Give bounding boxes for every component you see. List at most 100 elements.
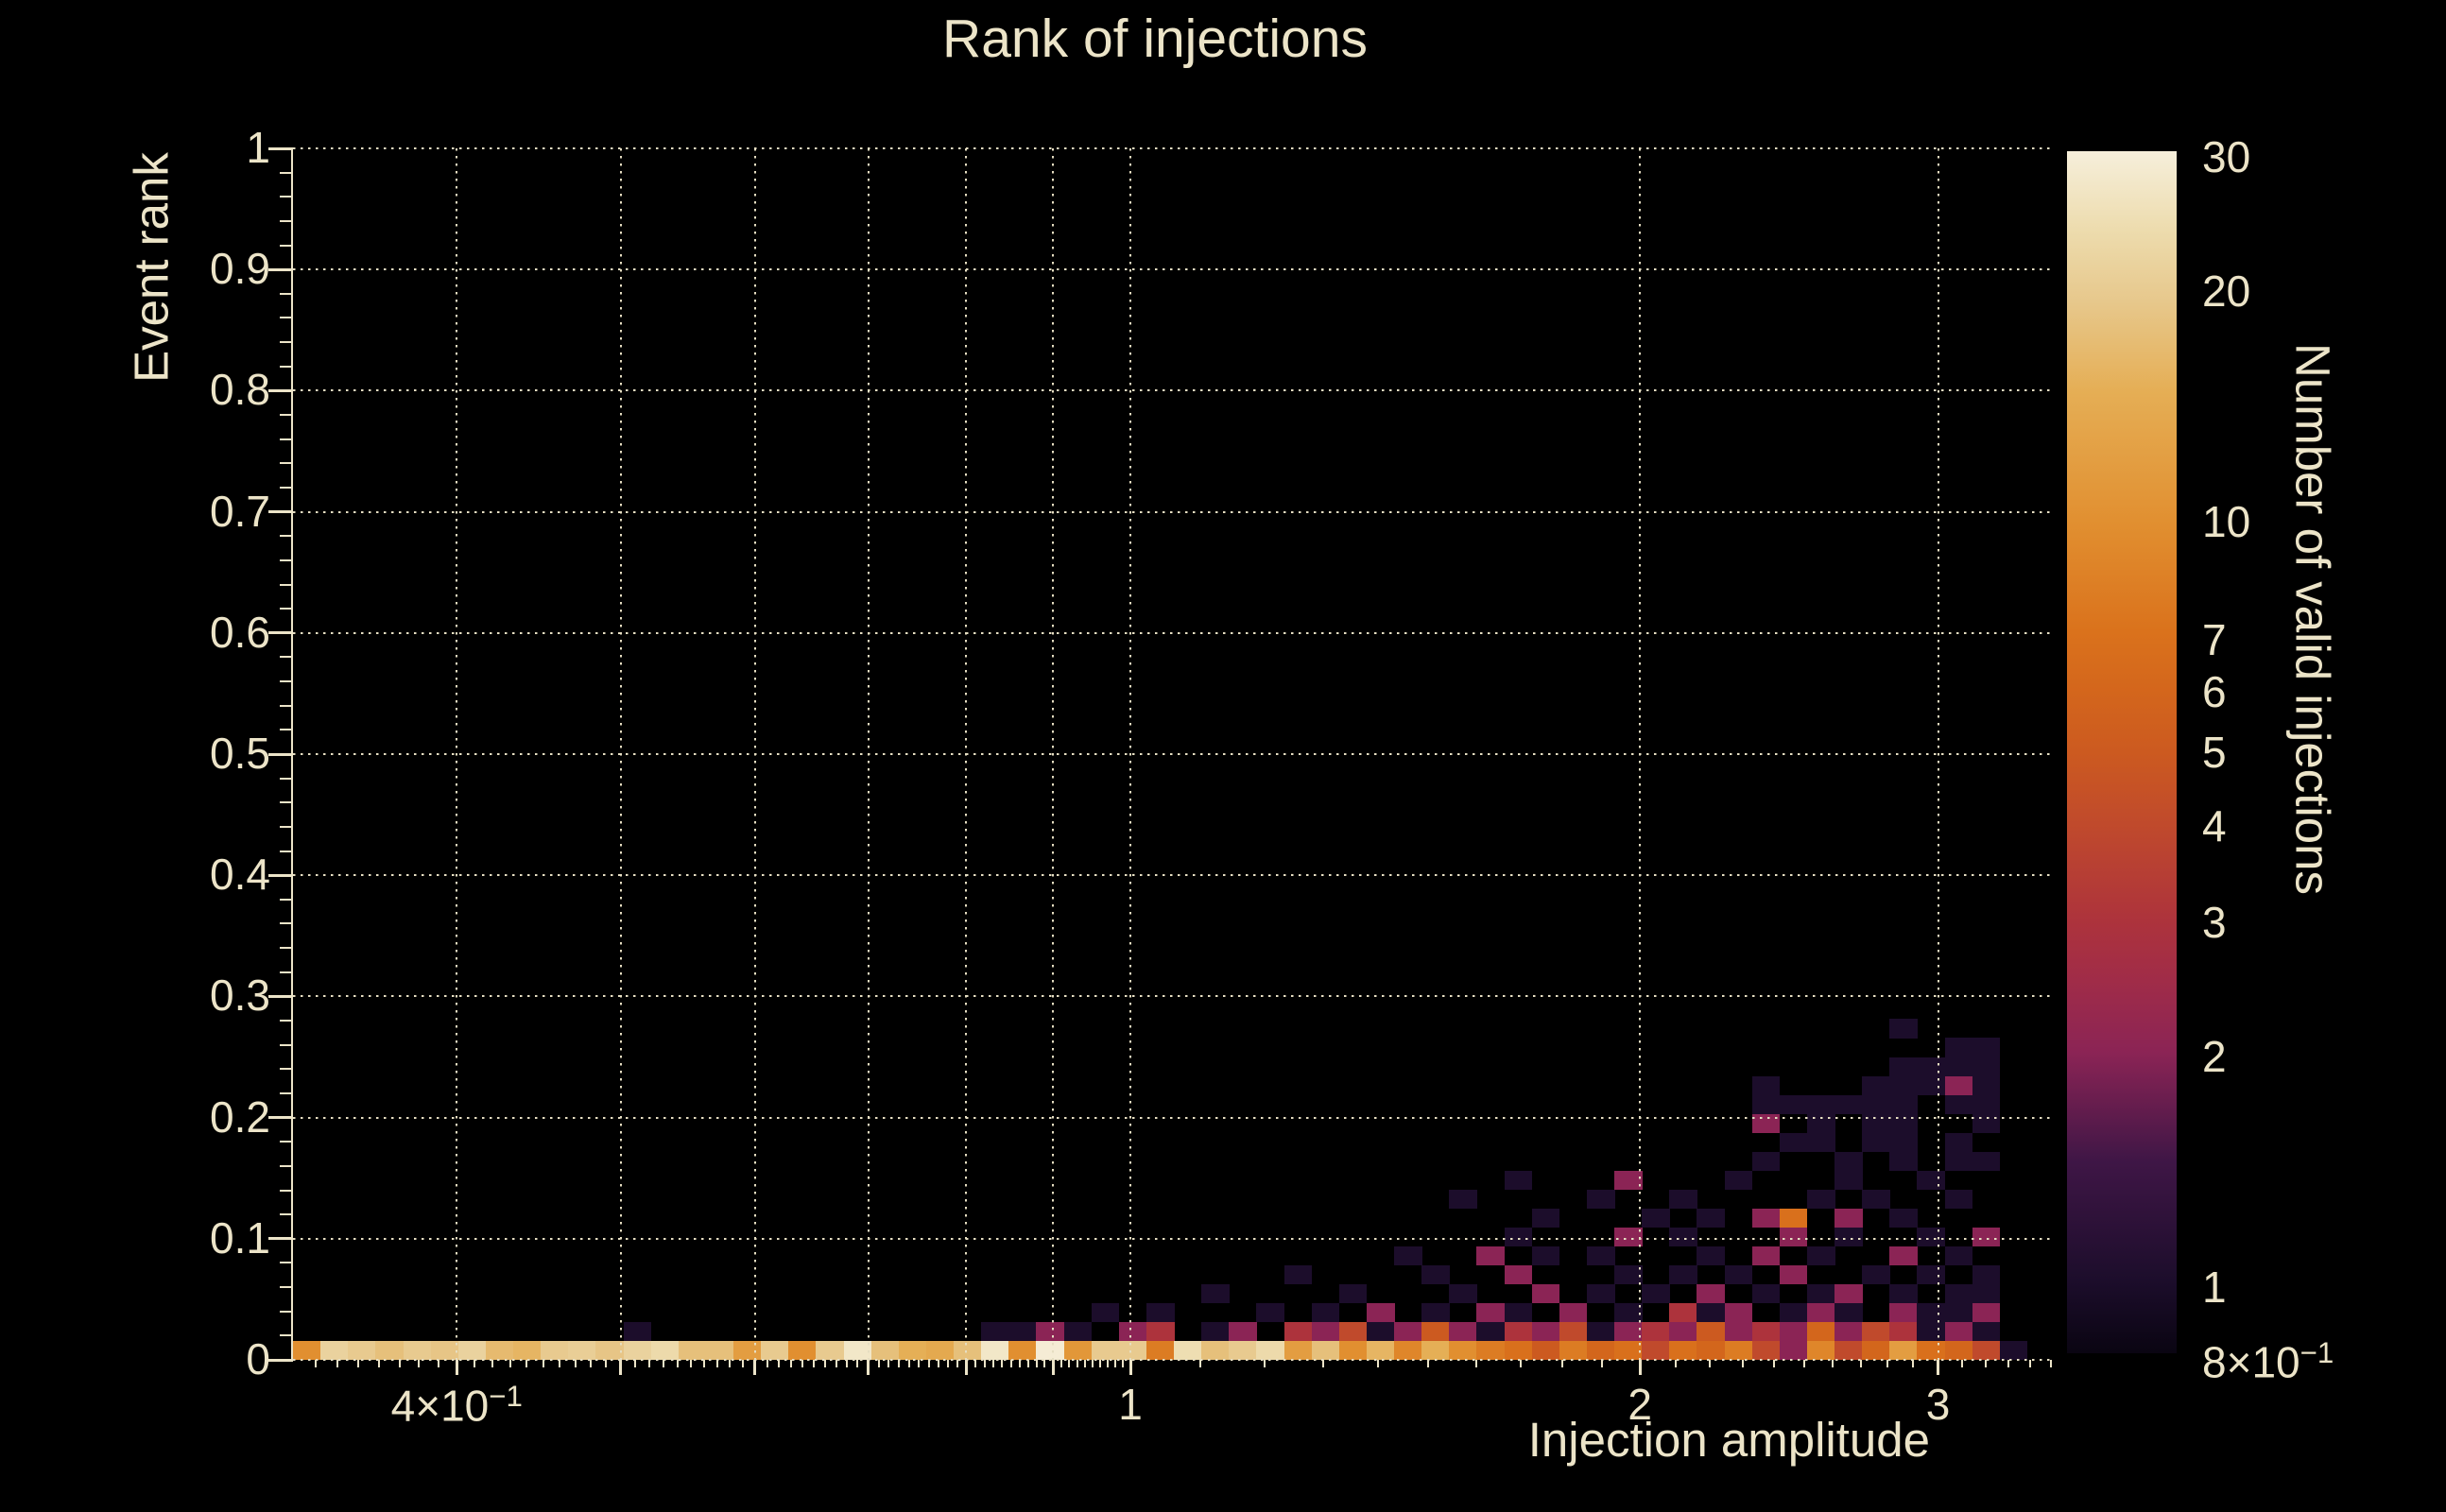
x-minor-tick	[398, 1360, 401, 1367]
x-minor-tick	[648, 1360, 651, 1367]
heatmap-cell	[1889, 1132, 1918, 1153]
heatmap-cell	[981, 1340, 1009, 1360]
heatmap-cell	[1669, 1189, 1697, 1210]
heatmap-cell	[1724, 1340, 1753, 1360]
colorbar	[2067, 151, 2177, 1353]
heatmap-cell	[1779, 1340, 1808, 1360]
heatmap-cell	[1889, 1075, 1918, 1096]
y-minor-tick	[280, 341, 293, 344]
heatmap-cell	[1476, 1302, 1506, 1323]
heatmap-cell	[1504, 1227, 1533, 1247]
y-minor-tick	[280, 1189, 293, 1192]
heatmap-cell	[1862, 1113, 1890, 1134]
heatmap-cell	[1944, 1151, 1973, 1172]
heatmap-cell	[1834, 1094, 1863, 1115]
colorbar-tick-label: 30	[2202, 133, 2250, 180]
x-minor-tick	[418, 1360, 421, 1367]
heatmap-cell	[1201, 1283, 1230, 1304]
heatmap-cell	[898, 1340, 927, 1360]
y-minor-tick	[280, 1020, 293, 1022]
heatmap-cell	[1394, 1246, 1422, 1266]
x-minor-tick	[590, 1360, 593, 1367]
heatmap-cell	[1862, 1075, 1890, 1096]
heatmap-cell	[1449, 1189, 1477, 1210]
heatmap-cell	[1586, 1340, 1615, 1360]
heatmap-cell	[1944, 1321, 1973, 1342]
heatmap-cell	[1201, 1321, 1230, 1342]
y-minor-tick	[280, 317, 293, 319]
heatmap-cell	[1311, 1321, 1340, 1342]
heatmap-cell	[1972, 1227, 2001, 1247]
heatmap-cell	[1779, 1094, 1808, 1115]
y-major-tick	[268, 1237, 293, 1241]
x-minor-tick	[1474, 1360, 1477, 1367]
x-minor-tick	[1519, 1360, 1522, 1367]
y-tick-label: 0	[246, 1334, 270, 1383]
y-minor-tick	[280, 558, 293, 561]
heatmap-cell	[650, 1340, 680, 1360]
x-minor-tick	[357, 1360, 360, 1367]
x-minor-tick	[474, 1360, 476, 1367]
heatmap-cell	[1806, 1321, 1835, 1342]
gridline-horizontal	[293, 631, 2055, 634]
heatmap-cell	[1366, 1321, 1395, 1342]
heatmap-cell	[623, 1321, 652, 1342]
y-minor-tick	[280, 898, 293, 901]
heatmap-cell	[1008, 1340, 1037, 1360]
heatmap-cell	[1944, 1283, 1973, 1304]
x-tick-label: 2	[1628, 1382, 1652, 1427]
gridline-horizontal	[293, 1359, 2055, 1361]
gridline-vertical	[1129, 148, 1131, 1360]
heatmap-cell	[1504, 1170, 1533, 1191]
heatmap-cell	[1779, 1302, 1808, 1323]
gridline-horizontal	[293, 1116, 2055, 1119]
y-minor-tick	[280, 219, 293, 222]
x-minor-tick	[1114, 1360, 1117, 1367]
y-minor-tick	[280, 1310, 293, 1313]
y-tick-label: 0.7	[210, 486, 270, 536]
y-tick-label: 0.9	[210, 244, 270, 294]
colorbar-tick-label: 3	[2202, 899, 2227, 945]
heatmap-cell	[1999, 1340, 2028, 1360]
heatmap-cell	[1834, 1170, 1863, 1191]
heatmap-cell	[1118, 1340, 1147, 1360]
gridline-horizontal	[293, 995, 2055, 998]
x-minor-tick	[1427, 1360, 1430, 1367]
y-minor-tick	[280, 704, 293, 707]
heatmap-cell	[1779, 1321, 1808, 1342]
heatmap-cell	[1697, 1321, 1726, 1342]
y-minor-tick	[280, 171, 293, 174]
heatmap-cell	[1504, 1340, 1533, 1360]
colorbar-tick-label-exponent: −1	[2300, 1336, 2334, 1369]
y-minor-tick	[280, 583, 293, 586]
x-minor-tick	[812, 1360, 815, 1367]
heatmap-cell	[1834, 1340, 1863, 1360]
x-minor-tick	[1059, 1360, 1062, 1367]
heatmap-cell	[1862, 1264, 1890, 1285]
heatmap-cell	[1531, 1283, 1560, 1304]
heatmap-cell	[1394, 1340, 1422, 1360]
x-minor-tick	[437, 1360, 439, 1367]
gridline-horizontal	[293, 268, 2055, 271]
heatmap-cell	[513, 1340, 542, 1360]
colorbar-tick-label-base: 7	[2202, 615, 2227, 665]
y-minor-tick	[280, 244, 293, 247]
x-minor-tick	[1107, 1360, 1110, 1367]
gridline-vertical	[753, 148, 756, 1360]
heatmap-cell	[1889, 1302, 1918, 1323]
x-minor-tick	[823, 1360, 826, 1367]
x-major-tick	[619, 1360, 623, 1375]
heatmap-cell	[1174, 1340, 1202, 1360]
heatmap-cell	[1972, 1321, 2001, 1342]
x-minor-tick	[741, 1360, 744, 1367]
heatmap-cell	[1834, 1227, 1863, 1247]
x-minor-tick	[1601, 1360, 1604, 1367]
colorbar-tick-label: 2	[2202, 1034, 2227, 1079]
heatmap-cell	[1531, 1321, 1560, 1342]
y-minor-tick	[280, 1262, 293, 1264]
heatmap-cell	[1586, 1283, 1615, 1304]
y-major-tick	[268, 1358, 293, 1362]
heatmap-cell	[1944, 1075, 1973, 1096]
heatmap-cell	[1586, 1321, 1615, 1342]
